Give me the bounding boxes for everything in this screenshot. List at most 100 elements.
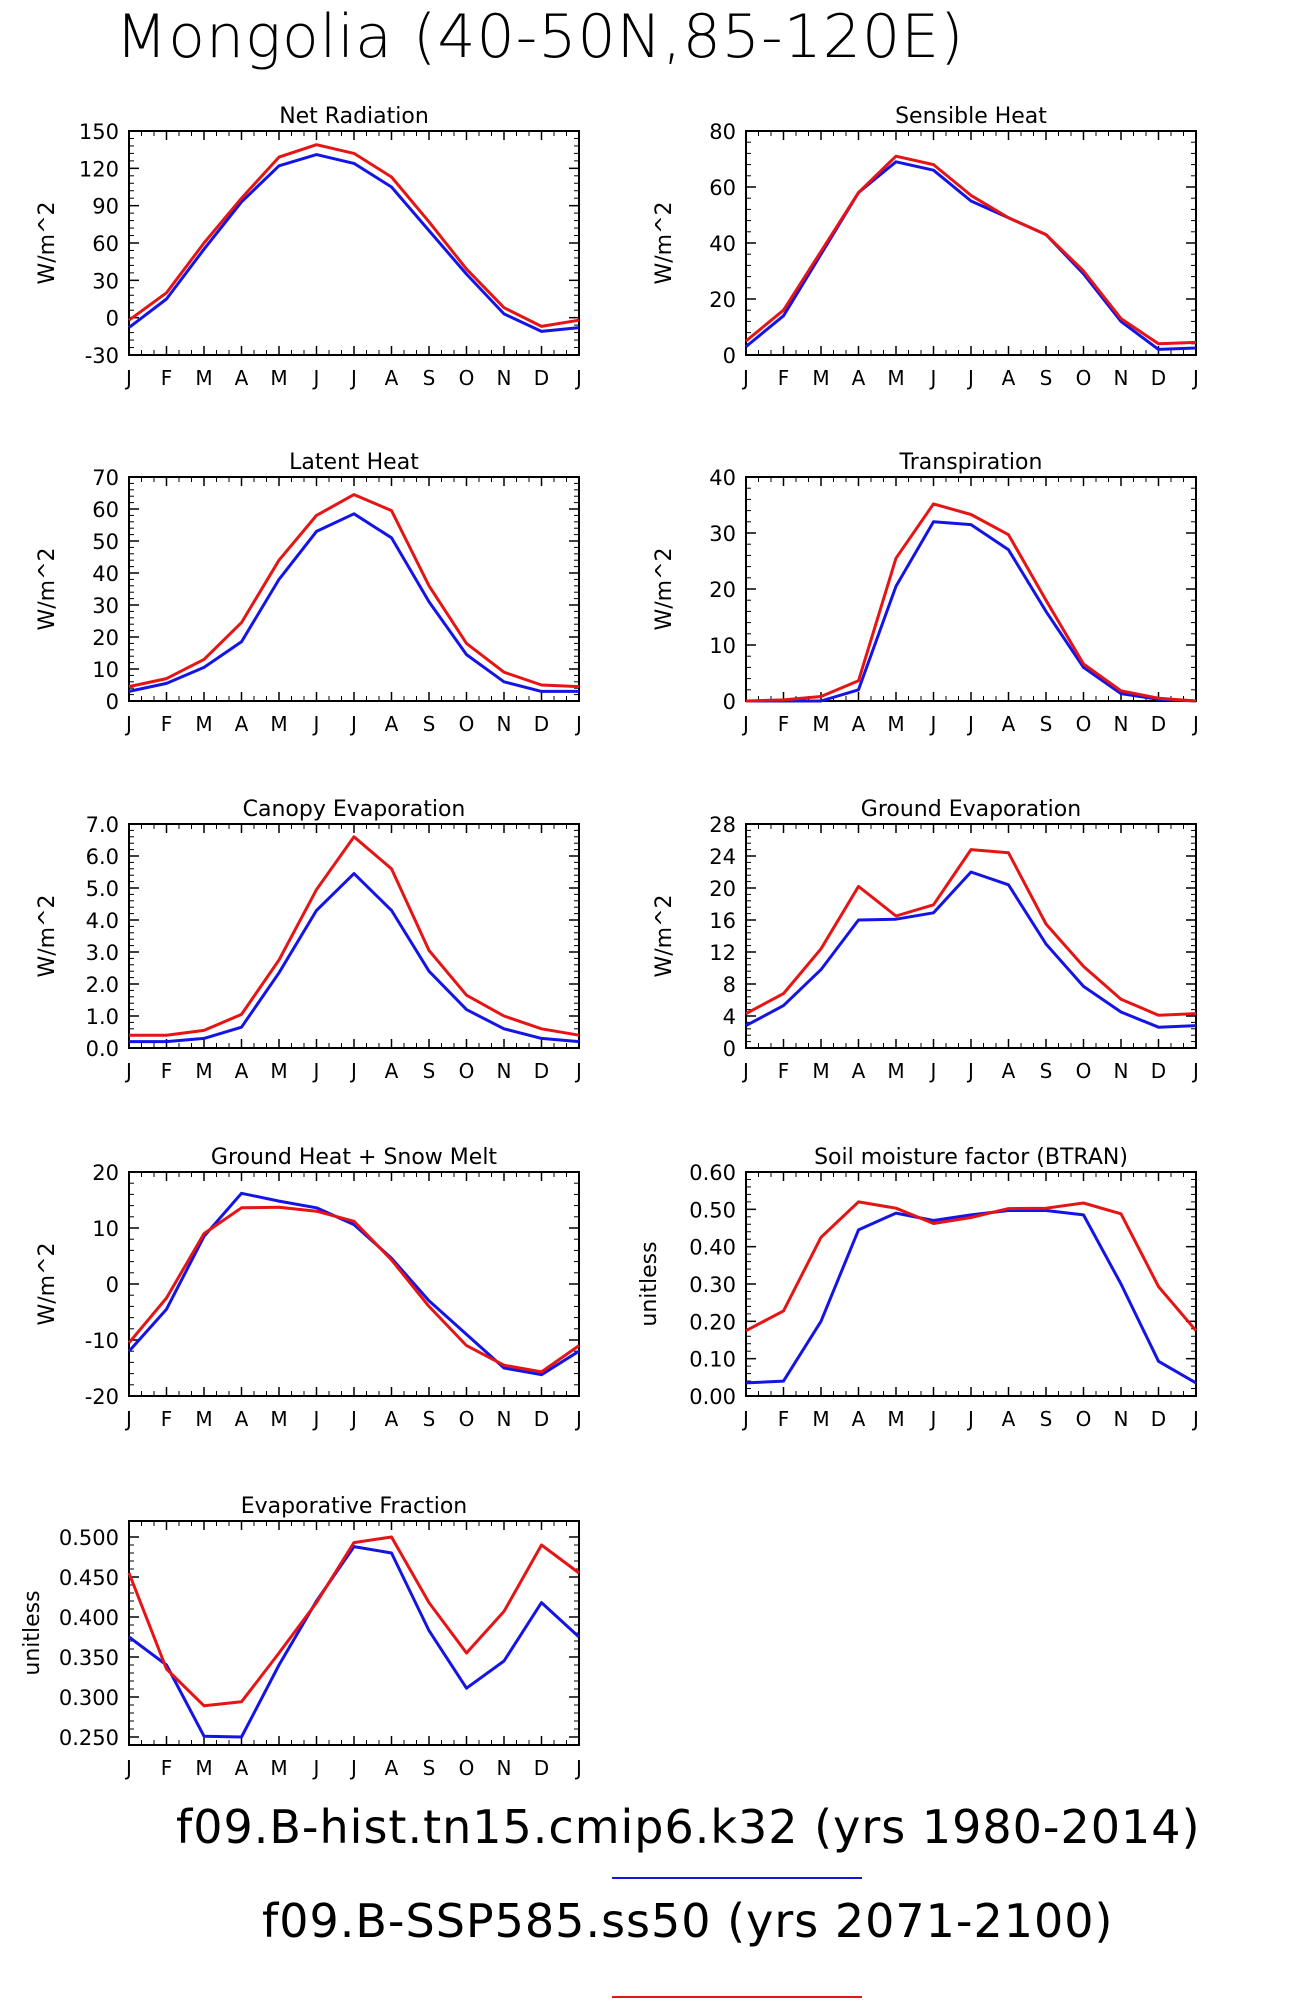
y-tick-label: 40	[709, 232, 736, 256]
y-tick-label: 0	[106, 1273, 119, 1297]
x-tick-label: M	[887, 1059, 904, 1083]
x-tick-label: M	[195, 1059, 212, 1083]
x-tick-label: A	[235, 1059, 249, 1083]
y-tick-label: 0.40	[689, 1236, 736, 1260]
y-tick-label: 10	[709, 634, 736, 658]
x-tick-label: A	[235, 712, 249, 736]
x-tick-label: J	[741, 1059, 749, 1083]
chart-title: Soil moisture factor (BTRAN)	[814, 1145, 1128, 1170]
y-tick-label: 80	[709, 120, 736, 144]
y-tick-label: 40	[709, 466, 736, 490]
x-tick-label: M	[270, 1407, 287, 1431]
x-tick-label: S	[423, 712, 436, 736]
x-tick-label: M	[270, 366, 287, 390]
x-tick-label: J	[1191, 712, 1199, 736]
x-tick-label: J	[966, 1059, 974, 1083]
x-tick-label: A	[385, 1407, 399, 1431]
x-tick-label: A	[385, 712, 399, 736]
series-line-future	[129, 835, 580, 1037]
chart-panel-9: J F M A M J J A S O N D J0.2500.3000.3500.4000.4500.…	[20, 1494, 582, 1780]
y-tick-label: -30	[85, 344, 119, 368]
y-tick-label: 7.0	[86, 813, 119, 837]
x-tick-label: J	[574, 712, 582, 736]
x-tick-label: N	[497, 712, 512, 736]
x-tick-label: A	[1002, 366, 1016, 390]
x-tick-label: A	[235, 1407, 249, 1431]
y-tick-label: 0.450	[59, 1566, 119, 1590]
x-tick-label: F	[778, 1059, 790, 1083]
x-tick-label: S	[423, 1059, 436, 1083]
x-tick-label: O	[1076, 1059, 1092, 1083]
y-tick-label: 0.50	[689, 1198, 736, 1222]
x-tick-label: N	[1114, 1407, 1129, 1431]
y-axis-label: unitless	[20, 1590, 45, 1675]
y-tick-label: 2.0	[86, 973, 119, 997]
x-tick-label: J	[574, 366, 582, 390]
x-tick-label: D	[534, 1407, 549, 1431]
x-tick-label: A	[1002, 1407, 1016, 1431]
x-tick-label: M	[270, 1059, 287, 1083]
x-tick-label: S	[423, 1756, 436, 1780]
plot-frame	[128, 1520, 580, 1746]
y-tick-label: 120	[79, 157, 119, 181]
x-tick-label: N	[497, 366, 512, 390]
x-tick-label: M	[887, 1407, 904, 1431]
x-tick-label: A	[852, 366, 866, 390]
x-tick-label: F	[161, 712, 173, 736]
y-tick-label: 90	[92, 195, 119, 219]
x-tick-label: J	[741, 366, 749, 390]
x-tick-label: J	[349, 1059, 357, 1083]
y-tick-label: 50	[92, 530, 119, 554]
x-tick-label: J	[124, 1407, 132, 1431]
series-line-future	[745, 848, 1197, 1017]
series-line-future	[128, 493, 580, 689]
x-tick-label: D	[1151, 1407, 1166, 1431]
x-tick-label: F	[161, 1059, 173, 1083]
x-tick-label: A	[1002, 712, 1016, 736]
y-tick-label: 16	[709, 909, 736, 933]
y-tick-label: 70	[92, 466, 119, 490]
series-line-future	[127, 1535, 580, 1708]
legend-entry-historical: f09.B-hist.tn15.cmip6.k32 (yrs 1980-2014…	[176, 1800, 1201, 1854]
x-tick-label: M	[195, 712, 212, 736]
y-axis-label: W/m^2	[652, 547, 677, 630]
x-tick-label: J	[312, 1407, 320, 1431]
x-tick-label: O	[1076, 1407, 1092, 1431]
y-tick-label: 0.00	[689, 1385, 736, 1409]
y-tick-label: 0.0	[86, 1037, 119, 1061]
y-tick-label: 0.500	[59, 1526, 119, 1550]
y-tick-label: 0.60	[689, 1161, 736, 1185]
x-tick-label: J	[349, 366, 357, 390]
x-tick-label: D	[1151, 712, 1166, 736]
x-tick-label: A	[852, 712, 866, 736]
x-tick-label: J	[929, 366, 937, 390]
x-tick-label: S	[423, 366, 436, 390]
y-axis-label: W/m^2	[652, 201, 677, 284]
series-line-future	[745, 1200, 1198, 1333]
x-tick-label: J	[1191, 366, 1199, 390]
chart-title: Ground Evaporation	[861, 797, 1081, 822]
y-axis-label: W/m^2	[35, 1242, 60, 1325]
y-tick-label: 5.0	[86, 877, 119, 901]
y-tick-label: 0	[723, 1037, 736, 1061]
x-tick-label: S	[423, 1407, 436, 1431]
x-tick-label: N	[497, 1059, 512, 1083]
x-tick-label: M	[270, 712, 287, 736]
x-tick-label: D	[534, 712, 549, 736]
x-tick-label: F	[161, 1407, 173, 1431]
x-tick-label: J	[574, 1059, 582, 1083]
x-tick-label: O	[459, 1756, 475, 1780]
y-tick-label: 0.30	[689, 1273, 736, 1297]
x-tick-label: S	[1040, 1059, 1053, 1083]
series-line-future	[127, 1205, 580, 1374]
x-tick-label: A	[385, 1059, 399, 1083]
x-tick-label: D	[1151, 1059, 1166, 1083]
series-line-future	[745, 154, 1197, 346]
x-tick-label: M	[812, 1059, 829, 1083]
series-line-historical	[745, 870, 1197, 1029]
y-tick-label: 0.300	[59, 1686, 119, 1710]
y-tick-label: 0.20	[689, 1310, 736, 1334]
x-tick-label: M	[887, 712, 904, 736]
